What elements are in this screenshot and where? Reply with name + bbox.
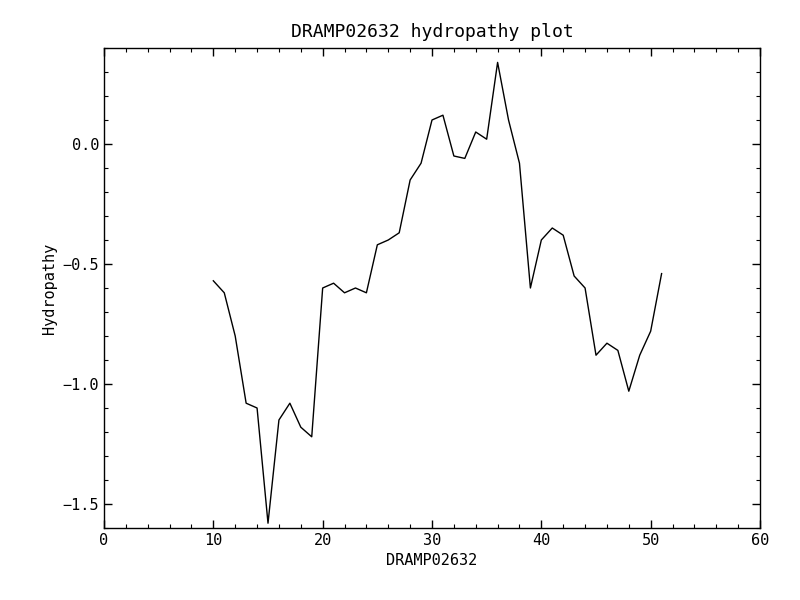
Title: DRAMP02632 hydropathy plot: DRAMP02632 hydropathy plot [290,23,574,41]
Y-axis label: Hydropathy: Hydropathy [42,242,57,334]
X-axis label: DRAMP02632: DRAMP02632 [386,553,478,568]
